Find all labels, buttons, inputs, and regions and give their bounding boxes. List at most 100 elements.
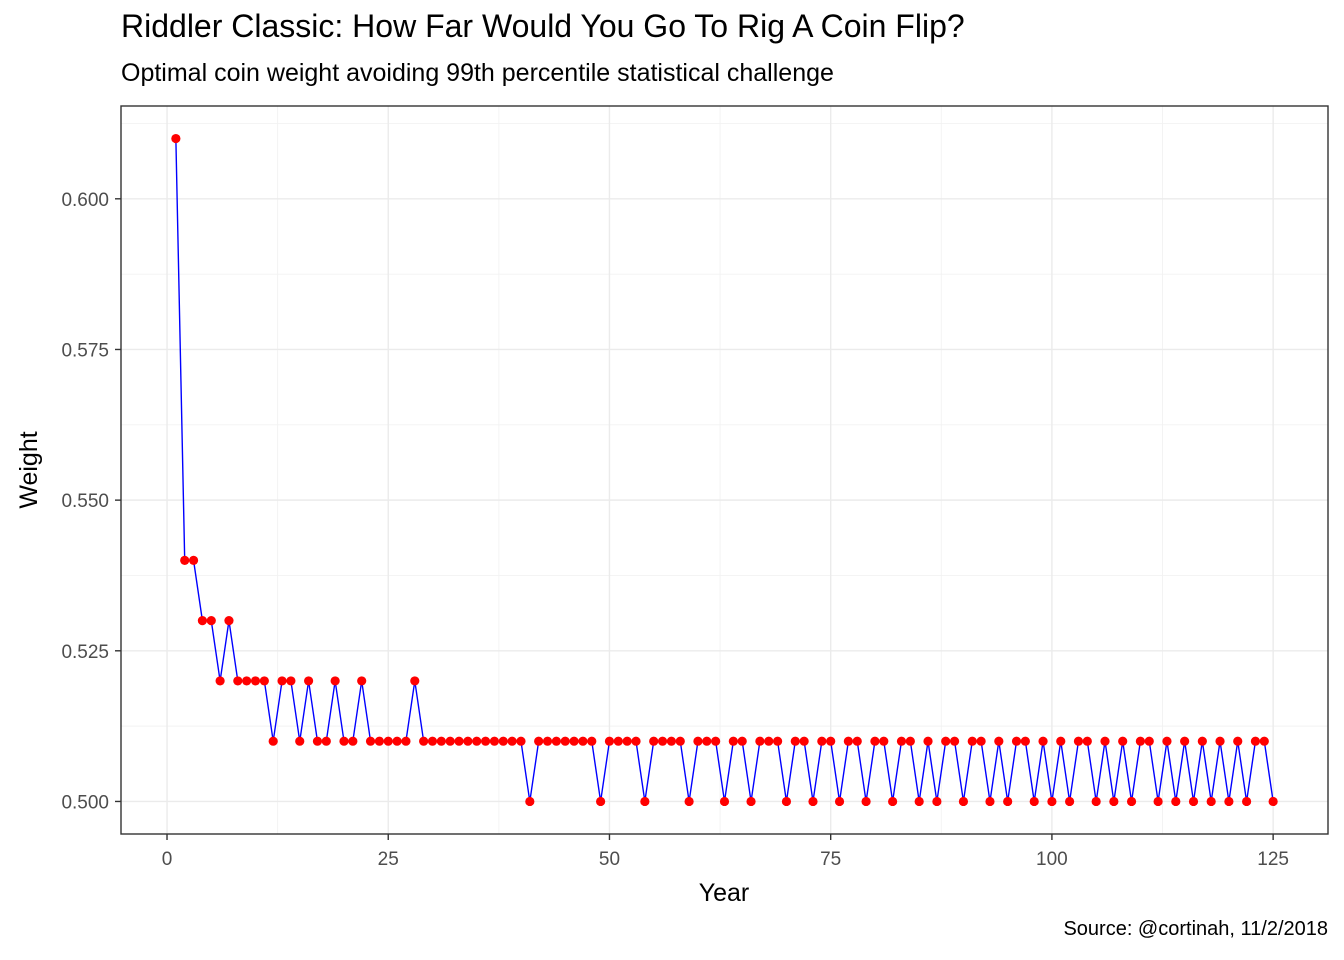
data-point bbox=[1020, 736, 1030, 746]
data-point bbox=[259, 676, 269, 686]
chart-title: Riddler Classic: How Far Would You Go To… bbox=[121, 8, 965, 44]
x-axis-title: Year bbox=[699, 879, 750, 907]
plot-panel bbox=[121, 106, 1328, 834]
y-tick-label: 0.550 bbox=[61, 491, 109, 512]
data-point bbox=[949, 736, 960, 746]
y-axis-title: Weight bbox=[15, 431, 43, 508]
data-point bbox=[1180, 736, 1190, 746]
data-point bbox=[250, 676, 261, 686]
data-point bbox=[551, 736, 561, 746]
data-point bbox=[1188, 796, 1199, 807]
data-point bbox=[790, 736, 800, 746]
data-point bbox=[498, 736, 508, 746]
data-point bbox=[817, 736, 827, 746]
data-point bbox=[224, 616, 234, 626]
x-axis: 0 25 50 75 100 125 bbox=[162, 834, 1289, 870]
data-point bbox=[348, 736, 358, 746]
data-point bbox=[1100, 736, 1110, 746]
x-tick-label: 100 bbox=[1036, 849, 1068, 870]
x-tick-label: 75 bbox=[820, 849, 841, 870]
data-point bbox=[1197, 736, 1207, 746]
data-point bbox=[472, 736, 482, 746]
data-point bbox=[976, 736, 986, 746]
data-point bbox=[1082, 736, 1092, 746]
data-point bbox=[206, 616, 216, 626]
data-point bbox=[985, 796, 995, 807]
data-point bbox=[569, 736, 579, 746]
data-point bbox=[923, 736, 933, 746]
data-point bbox=[1135, 736, 1146, 746]
x-tick-label: 25 bbox=[378, 849, 399, 870]
data-point bbox=[445, 736, 455, 746]
data-point bbox=[702, 736, 712, 746]
data-point bbox=[719, 796, 730, 807]
data-point bbox=[436, 736, 446, 746]
data-point bbox=[1011, 736, 1022, 746]
data-point bbox=[516, 736, 526, 746]
data-point bbox=[312, 736, 323, 746]
data-point bbox=[295, 736, 305, 746]
data-point bbox=[242, 676, 252, 686]
data-point bbox=[525, 796, 535, 807]
data-point bbox=[1029, 796, 1039, 807]
data-point bbox=[764, 736, 774, 746]
data-point bbox=[675, 736, 685, 746]
data-point bbox=[330, 676, 340, 686]
data-point bbox=[808, 796, 818, 807]
data-point bbox=[1224, 796, 1234, 807]
x-tick-label: 125 bbox=[1257, 849, 1289, 870]
data-point bbox=[286, 676, 296, 686]
data-point bbox=[622, 736, 632, 746]
data-point bbox=[958, 796, 969, 807]
data-point bbox=[896, 736, 907, 746]
data-point bbox=[339, 736, 349, 746]
data-point bbox=[542, 736, 553, 746]
y-tick-label: 0.525 bbox=[61, 642, 109, 663]
data-point bbox=[321, 736, 331, 746]
data-point bbox=[967, 736, 977, 746]
y-axis: 0.500 0.525 0.550 0.575 0.600 bbox=[61, 190, 121, 813]
chart-caption: Source: @cortinah, 11/2/2018 bbox=[1063, 918, 1328, 940]
data-point bbox=[410, 676, 420, 686]
data-point bbox=[1241, 796, 1252, 807]
data-point bbox=[197, 616, 208, 626]
data-point bbox=[834, 796, 845, 807]
data-point bbox=[1268, 796, 1278, 807]
data-point bbox=[737, 736, 747, 746]
data-point bbox=[365, 736, 376, 746]
data-point bbox=[1162, 736, 1172, 746]
data-point bbox=[1003, 796, 1013, 807]
data-point bbox=[1250, 736, 1261, 746]
data-point bbox=[507, 736, 517, 746]
data-point bbox=[188, 555, 199, 565]
data-point bbox=[1259, 736, 1269, 746]
data-point bbox=[711, 736, 721, 746]
data-point bbox=[1109, 796, 1119, 807]
data-point bbox=[799, 736, 809, 746]
y-tick-label: 0.575 bbox=[61, 340, 109, 361]
data-point bbox=[649, 736, 659, 746]
data-point bbox=[1233, 736, 1243, 746]
data-point bbox=[419, 736, 429, 746]
data-point bbox=[870, 736, 880, 746]
data-point bbox=[879, 736, 889, 746]
data-point bbox=[755, 736, 765, 746]
data-point bbox=[357, 676, 367, 686]
y-tick-label: 0.500 bbox=[61, 792, 109, 813]
data-point bbox=[180, 555, 190, 565]
data-point bbox=[171, 133, 181, 144]
data-point bbox=[888, 796, 898, 807]
data-point bbox=[1056, 736, 1066, 746]
grid-major bbox=[121, 106, 1328, 834]
data-point bbox=[480, 736, 491, 746]
chart-subtitle: Optimal coin weight avoiding 99th percen… bbox=[121, 59, 834, 87]
data-point bbox=[1047, 796, 1057, 807]
data-point bbox=[401, 736, 411, 746]
grid-minor bbox=[121, 106, 1328, 834]
data-point bbox=[587, 736, 597, 746]
data-point bbox=[640, 796, 650, 807]
data-point bbox=[215, 676, 225, 686]
data-point bbox=[1091, 796, 1101, 807]
data-point bbox=[303, 676, 314, 686]
